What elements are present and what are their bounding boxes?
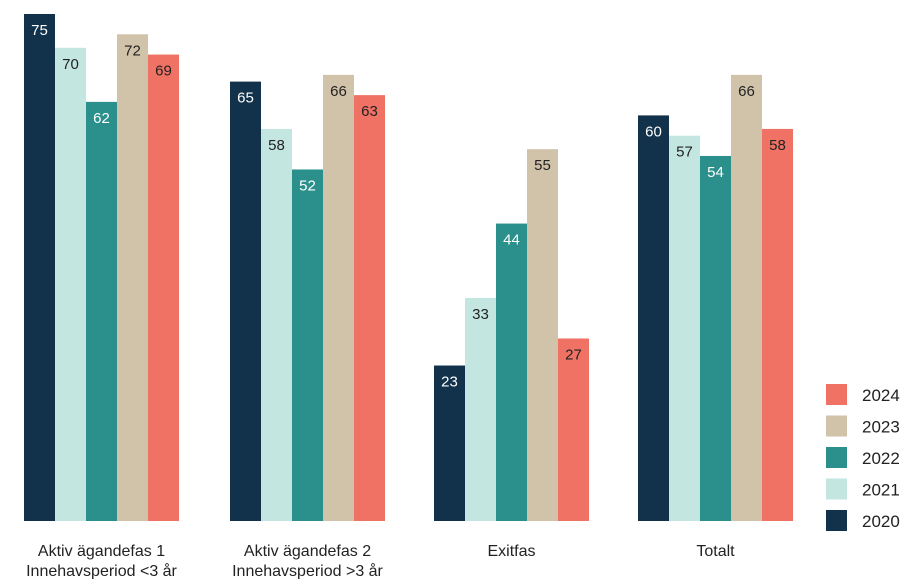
legend-swatch-2021	[826, 478, 847, 500]
data-label: 55	[534, 157, 551, 174]
bar-2024-group-2	[354, 95, 385, 522]
bar-2020-group-1	[24, 14, 55, 521]
data-label: 58	[769, 137, 786, 154]
data-label: 33	[472, 306, 489, 323]
legend-label-2020: 2020	[862, 512, 900, 531]
data-label: 52	[299, 177, 316, 194]
data-label: 66	[330, 83, 347, 100]
bar-2021-group-2	[261, 128, 292, 522]
legend-label-2023: 2023	[862, 418, 900, 437]
legend-swatch-2020	[826, 510, 847, 531]
x-tick-label: Innehavsperiod >3 år	[232, 562, 383, 579]
bar-2022-group-3	[496, 223, 527, 521]
legend-swatch-2024	[826, 384, 847, 405]
data-label: 27	[565, 346, 582, 363]
data-label: 44	[503, 232, 520, 249]
bars-layer	[24, 14, 793, 522]
bar-2024-group-3	[558, 338, 589, 521]
value-labels-layer: 75 70 62 72 69 65 58 52 66 63 23 33 44 55 27 60 57 54 66 58	[31, 22, 786, 391]
legend: 2024 2023 2022 2021 2020	[826, 384, 900, 531]
data-label: 63	[361, 103, 378, 120]
x-tick-label: Aktiv ägandefas 2	[244, 543, 371, 560]
x-tick-label: Totalt	[696, 543, 735, 560]
bar-2023-group-3	[527, 149, 558, 521]
bar-2021-group-3	[465, 297, 496, 521]
bar-2022-group-2	[292, 169, 323, 522]
data-label: 75	[31, 22, 48, 39]
bar-2024-group-4	[762, 128, 793, 522]
bar-2021-group-1	[55, 47, 86, 522]
bar-2023-group-1	[117, 34, 148, 521]
x-tick-label: Exitfas	[487, 543, 535, 560]
legend-label-2024: 2024	[862, 386, 900, 405]
data-label: 60	[645, 123, 662, 140]
bar-2022-group-1	[86, 101, 117, 521]
bar-2020-group-4	[638, 115, 669, 522]
bar-2020-group-3	[434, 365, 465, 521]
legend-label-2022: 2022	[862, 449, 900, 468]
x-axis-labels: Aktiv ägandefas 1 Innehavsperiod <3 år Akt…	[26, 543, 735, 580]
legend-swatch-2022	[826, 447, 847, 468]
data-label: 66	[738, 83, 755, 100]
data-label: 62	[93, 110, 110, 127]
legend-label-2021: 2021	[862, 481, 900, 500]
data-label: 58	[268, 137, 285, 154]
bar-2022-group-4	[700, 155, 731, 521]
data-label: 23	[441, 374, 458, 391]
bar-2020-group-2	[230, 81, 261, 521]
data-label: 54	[707, 164, 724, 181]
bar-2024-group-1	[148, 54, 179, 522]
bar-2023-group-4	[731, 74, 762, 521]
x-tick-label: Innehavsperiod <3 år	[26, 562, 177, 579]
data-label: 57	[676, 144, 693, 161]
data-label: 65	[237, 90, 254, 107]
bar-2021-group-4	[669, 135, 700, 521]
legend-swatch-2023	[826, 415, 847, 437]
x-tick-label: Aktiv ägandefas 1	[38, 543, 165, 560]
data-label: 72	[124, 42, 141, 59]
bar-2023-group-2	[323, 74, 354, 521]
data-label: 69	[155, 63, 172, 80]
data-label: 70	[62, 56, 79, 73]
